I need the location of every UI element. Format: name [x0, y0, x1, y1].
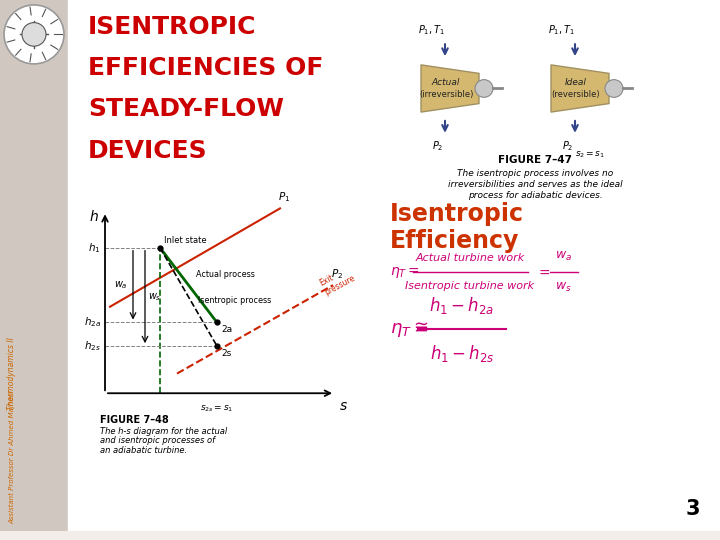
Text: FIGURE 7–48: FIGURE 7–48	[100, 415, 168, 425]
Text: $\eta_T =$: $\eta_T =$	[390, 265, 420, 280]
Text: (irreversible): (irreversible)	[419, 90, 473, 99]
Text: $s_{2s} = s_1$: $s_{2s} = s_1$	[200, 403, 234, 414]
Text: $\eta_T \cong$: $\eta_T \cong$	[390, 320, 428, 339]
Text: Exit
pressure: Exit pressure	[318, 264, 356, 297]
Text: Actual turbine work: Actual turbine work	[415, 253, 525, 264]
Text: The isentropic process involves no: The isentropic process involves no	[457, 169, 613, 178]
Text: Isentropic turbine work: Isentropic turbine work	[405, 281, 534, 291]
Text: $=$: $=$	[536, 265, 550, 279]
Text: $w_a$: $w_a$	[555, 251, 572, 264]
Circle shape	[22, 23, 46, 46]
Text: Assistant Professor Dr Ahmed Majhool: Assistant Professor Dr Ahmed Majhool	[9, 390, 15, 524]
Text: 3: 3	[685, 499, 700, 519]
Text: EFFICIENCIES OF: EFFICIENCIES OF	[88, 56, 323, 80]
Bar	[0, 0, 68, 531]
Text: $h_{2a}$: $h_{2a}$	[84, 315, 101, 329]
Circle shape	[475, 79, 493, 97]
Text: 2a: 2a	[221, 326, 232, 334]
Text: Ideal: Ideal	[565, 78, 587, 87]
Text: $s_2 = s_1$: $s_2 = s_1$	[575, 150, 605, 160]
Text: $P_2$: $P_2$	[331, 267, 343, 281]
Text: $h$: $h$	[89, 210, 99, 225]
Text: $w_s$: $w_s$	[148, 291, 161, 303]
Polygon shape	[551, 65, 609, 112]
Text: $P_2$: $P_2$	[432, 140, 444, 153]
Text: $h_{2s}$: $h_{2s}$	[84, 339, 101, 353]
Text: $P_1$: $P_1$	[278, 191, 290, 205]
Text: $w_a$: $w_a$	[114, 279, 128, 291]
Text: $h_1 - h_{2a}$: $h_1 - h_{2a}$	[429, 295, 495, 315]
Text: and isentropic processes of: and isentropic processes of	[100, 436, 215, 446]
Text: STEADY-FLOW: STEADY-FLOW	[88, 97, 284, 122]
Text: Isentropic process: Isentropic process	[199, 296, 271, 305]
Text: Efficiency: Efficiency	[390, 229, 519, 253]
Text: an adiabatic turbine.: an adiabatic turbine.	[100, 447, 187, 455]
Text: Isentropic: Isentropic	[390, 201, 524, 226]
Text: Thermodynamics II: Thermodynamics II	[7, 337, 17, 410]
Text: FIGURE 7–47: FIGURE 7–47	[498, 156, 572, 165]
Text: ISENTROPIC: ISENTROPIC	[88, 15, 256, 39]
Text: $h_1 - h_{2s}$: $h_1 - h_{2s}$	[430, 343, 495, 364]
Polygon shape	[421, 65, 479, 112]
Text: process for adiabatic devices.: process for adiabatic devices.	[467, 191, 603, 200]
Text: (reversible): (reversible)	[552, 90, 600, 99]
Text: $s$: $s$	[339, 399, 348, 413]
Text: irreversibilities and serves as the ideal: irreversibilities and serves as the idea…	[448, 180, 622, 189]
Text: $P_1, T_1$: $P_1, T_1$	[549, 24, 575, 37]
Text: $h_1$: $h_1$	[89, 241, 101, 255]
Circle shape	[4, 5, 64, 64]
Text: The h-s diagram for the actual: The h-s diagram for the actual	[100, 427, 228, 436]
Circle shape	[605, 79, 623, 97]
Text: Inlet state: Inlet state	[164, 236, 207, 245]
Text: 2s: 2s	[221, 349, 231, 358]
Text: $P_2$: $P_2$	[562, 140, 574, 153]
Text: $P_1, T_1$: $P_1, T_1$	[418, 24, 446, 37]
Text: Actual: Actual	[432, 78, 460, 87]
Text: $w_s$: $w_s$	[555, 281, 572, 294]
Text: Actual process: Actual process	[197, 270, 256, 279]
Text: DEVICES: DEVICES	[88, 139, 207, 163]
